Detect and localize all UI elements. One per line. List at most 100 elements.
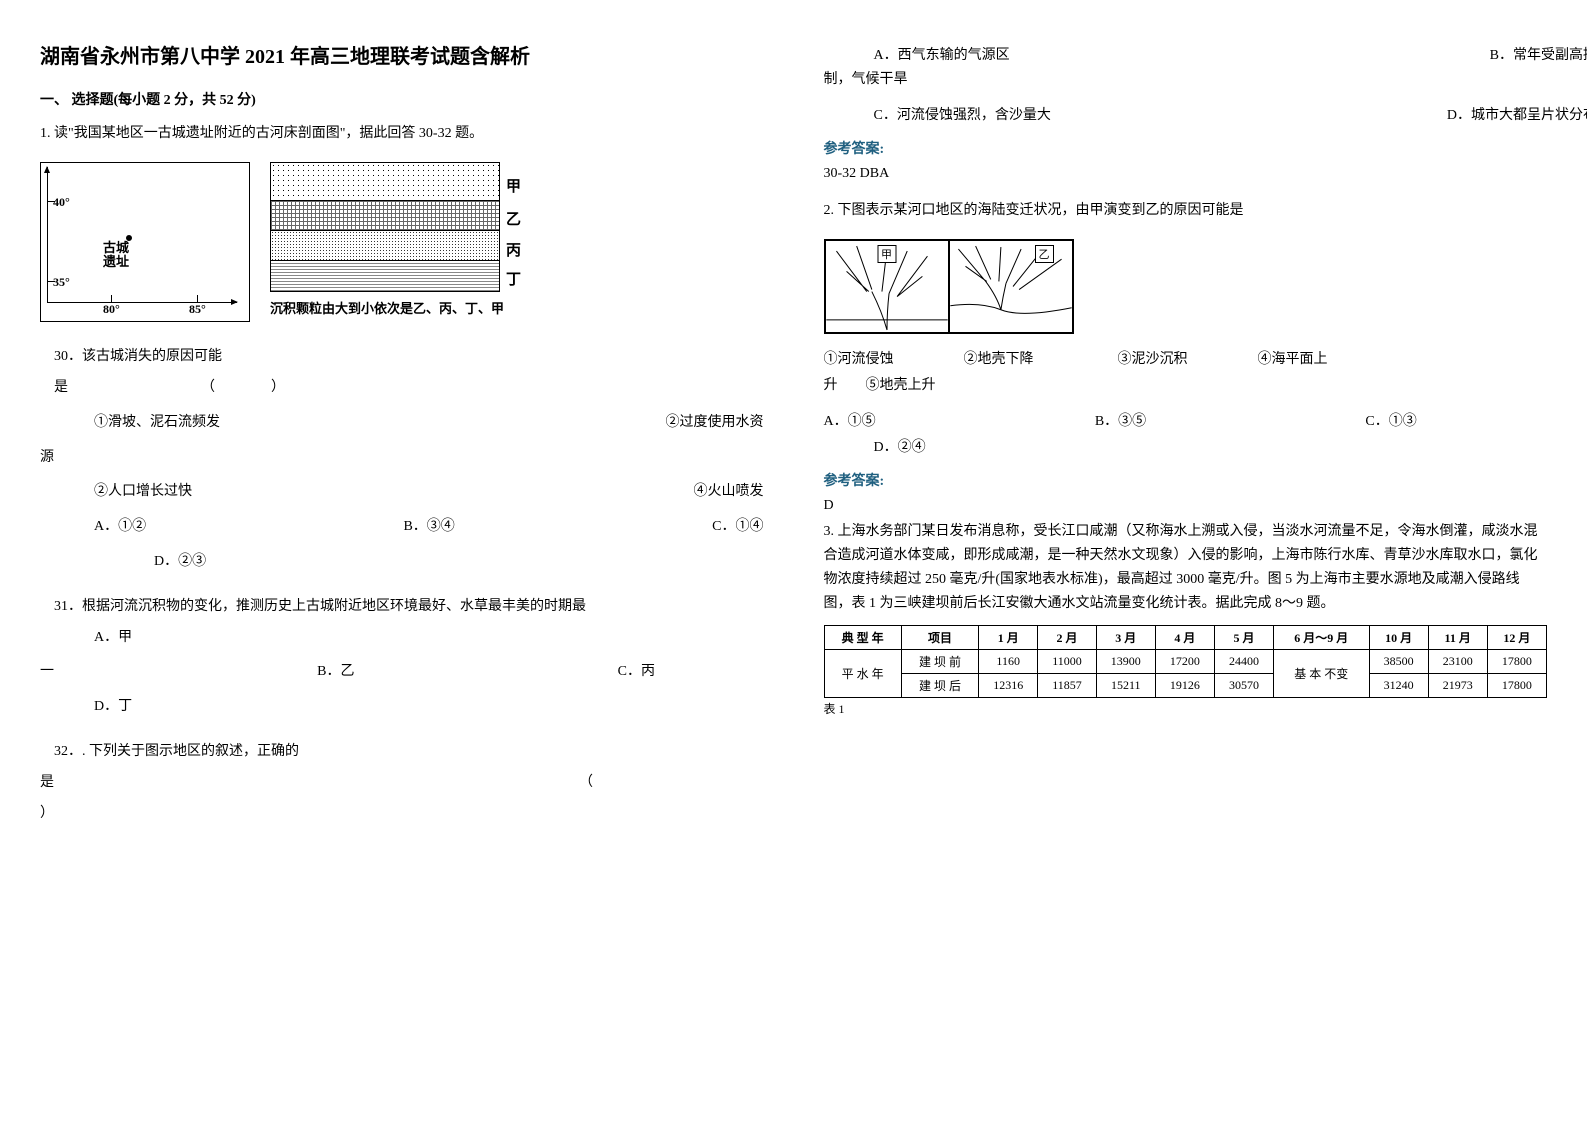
q30-C: C．①④ [712, 512, 763, 543]
q32-D: D．城市大都呈片状分布 [1447, 104, 1587, 124]
q30-opt2: ②过度使用水资 [666, 408, 764, 439]
td: 建 坝 后 [901, 674, 978, 698]
river-tag-left: 甲 [877, 245, 896, 263]
td: 30570 [1214, 674, 1273, 698]
answer-heading-1: 参考答案: [824, 138, 1548, 158]
th-9: 11 月 [1428, 626, 1487, 650]
td: 11000 [1038, 650, 1096, 674]
q30-stem2: 是 （ ） [54, 373, 764, 404]
lat-35: 35° [53, 275, 70, 290]
strata-wrapper: 甲 乙 丙 丁 沉积颗粒由大到小依次是乙、丙、丁、甲 [270, 162, 504, 317]
q1-stem: 1. 读"我国某地区一古城遗址附近的古河床剖面图"，据此回答 30-32 题。 [40, 121, 764, 146]
th-8: 10 月 [1369, 626, 1428, 650]
q30-A: A．①② [94, 512, 146, 543]
river-figure: 甲 乙 [824, 239, 1074, 334]
q2-B: B．③⑤ [1095, 410, 1146, 430]
q30: 30．该古城消失的原因可能 是 （ ） ①滑坡、泥石流频发 ②过度使用水资 源 … [54, 342, 764, 578]
q30-opt4: ④火山喷发 [694, 477, 764, 508]
q31-D: D．丁 [94, 692, 764, 723]
q30-opt3: ②人口增长过快 [94, 477, 192, 508]
q32-stem1: 32．. 下列关于图示地区的叙述，正确的 [54, 737, 764, 768]
td: 19126 [1155, 674, 1214, 698]
strata-label-2: 乙 [506, 208, 521, 229]
td-merge: 基 本 不变 [1274, 650, 1370, 698]
q2-C: C．①③ [1365, 410, 1416, 430]
q32-A: A．西气东输的气源区 [874, 44, 1010, 64]
strata-figure: 甲 乙 丙 丁 [270, 162, 500, 292]
city-label: 古城 遗址 [103, 241, 129, 270]
td: 23100 [1428, 650, 1487, 674]
lat-40: 40° [53, 195, 70, 210]
q2-conds-cont: 升 ⑤地壳上升 [824, 374, 1548, 394]
strata-layer-2 [271, 201, 499, 231]
td: 11857 [1038, 674, 1096, 698]
th-0: 典 型 年 [824, 626, 901, 650]
q31-B: B．乙 [317, 657, 354, 688]
q30-cont: 源 [40, 443, 764, 474]
td: 31240 [1369, 674, 1428, 698]
strata-label-3: 丙 [506, 239, 521, 260]
strata-layer-3 [271, 231, 499, 261]
lon-85: 85° [189, 302, 206, 317]
q30-stem1: 30．该古城消失的原因可能 [54, 342, 764, 373]
table-caption: 表 1 [824, 700, 1548, 717]
river-right: 乙 [949, 240, 1073, 333]
td: 12316 [979, 674, 1038, 698]
td: 17200 [1155, 650, 1214, 674]
answer-heading-2: 参考答案: [824, 470, 1548, 490]
q2-A: A．①⑤ [824, 410, 876, 430]
q32-C: C．河流侵蚀强烈，含沙量大 [874, 104, 1051, 124]
q31-stem: 31．根据河流沉积物的变化，推测历史上古城附近地区环境最好、水草最丰美的时期最 [54, 592, 764, 623]
th-10: 12 月 [1487, 626, 1546, 650]
td: 1160 [979, 650, 1038, 674]
q32-stem2: 是 （ [40, 768, 764, 799]
answer-1: 30-32 DBA [824, 166, 1548, 182]
table-header-row: 典 型 年 项目 1 月 2 月 3 月 4 月 5 月 6 月～9 月 10 … [824, 626, 1547, 650]
x-axis [47, 302, 237, 303]
exam-title: 湖南省永州市第八中学 2021 年高三地理联考试题含解析 [40, 40, 764, 69]
th-1: 项目 [901, 626, 978, 650]
th-6: 5 月 [1214, 626, 1273, 650]
q2-conds: ①河流侵蚀 ②地壳下降 ③泥沙沉积 ④海平面上 [824, 352, 1328, 367]
strata-layer-4 [271, 261, 499, 291]
td: 建 坝 前 [901, 650, 978, 674]
th-2: 1 月 [979, 626, 1038, 650]
q30-opt1: ①滑坡、泥石流频发 [94, 408, 220, 439]
th-5: 4 月 [1155, 626, 1214, 650]
td: 17800 [1487, 650, 1546, 674]
figure-row: 40° 35° 80° 85° 古城 遗址 甲 乙 丙 丁 [40, 162, 764, 322]
td: 15211 [1096, 674, 1155, 698]
strata-layer-1 [271, 163, 499, 201]
river-tag-right: 乙 [1035, 245, 1054, 263]
q2-D: D．②④ [874, 436, 1548, 456]
strata-caption: 沉积颗粒由大到小依次是乙、丙、丁、甲 [270, 298, 504, 317]
td: 17800 [1487, 674, 1546, 698]
th-3: 2 月 [1038, 626, 1096, 650]
td: 13900 [1096, 650, 1155, 674]
strata-label-1: 甲 [506, 175, 521, 196]
q30-D: D．②③ [154, 547, 764, 578]
section-heading: 一、 选择题(每小题 2 分，共 52 分) [40, 89, 764, 109]
q32-B: B．常年受副高控 [1490, 44, 1587, 64]
q30-B: B．③④ [403, 512, 454, 543]
th-7: 6 月～9 月 [1274, 626, 1370, 650]
q31-C: C．丙 [618, 657, 655, 688]
strata-label-4: 丁 [506, 268, 521, 289]
q31-A: A．甲 [94, 623, 764, 654]
th-4: 3 月 [1096, 626, 1155, 650]
river-left: 甲 [825, 240, 949, 333]
q32: 32．. 下列关于图示地区的叙述，正确的 是 （ ） [40, 737, 764, 829]
data-table: 典 型 年 项目 1 月 2 月 3 月 4 月 5 月 6 月～9 月 10 … [824, 625, 1548, 698]
q32-stem3: ） [40, 799, 764, 830]
table-row: 平 水 年 建 坝 前 1160 11000 13900 17200 24400… [824, 650, 1547, 674]
td: 21973 [1428, 674, 1487, 698]
q31: 31．根据河流沉积物的变化，推测历史上古城附近地区环境最好、水草最丰美的时期最 … [40, 592, 764, 723]
map-figure: 40° 35° 80° 85° 古城 遗址 [40, 162, 250, 322]
q32-B-cont: 制，气候干旱 [824, 68, 1548, 88]
q3-text: 3. 上海水务部门某日发布消息称，受长江口咸潮（又称海水上溯或入侵，当淡水河流量… [824, 520, 1548, 615]
td-rowlabel: 平 水 年 [824, 650, 901, 698]
answer-2: D [824, 498, 1548, 514]
table-row: 建 坝 后 12316 11857 15211 19126 30570 3124… [824, 674, 1547, 698]
td: 24400 [1214, 650, 1273, 674]
lon-80: 80° [103, 302, 120, 317]
